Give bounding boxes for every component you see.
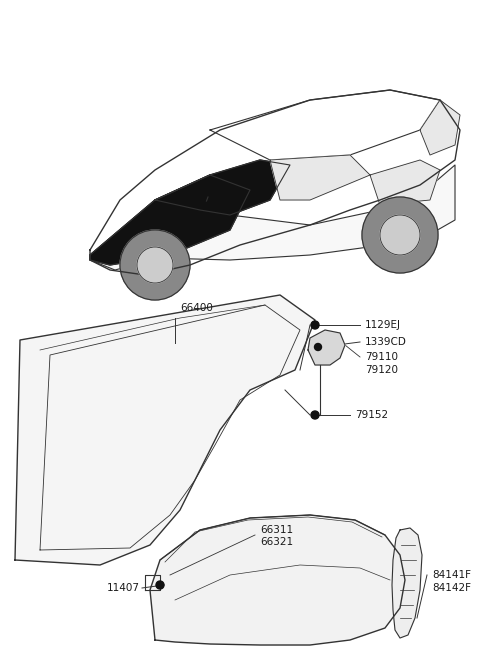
Polygon shape [90,175,250,265]
Circle shape [362,197,438,273]
Circle shape [311,321,319,329]
Circle shape [137,247,173,283]
Circle shape [311,411,319,419]
Text: 66311: 66311 [260,525,293,535]
Text: 84142F: 84142F [432,583,471,593]
Polygon shape [420,100,460,155]
Text: 66400: 66400 [180,303,213,313]
Circle shape [202,202,208,208]
Polygon shape [392,528,422,638]
Polygon shape [308,330,345,365]
Circle shape [380,215,420,255]
Polygon shape [150,515,405,645]
Text: 1339CD: 1339CD [365,337,407,347]
Text: 66321: 66321 [260,537,293,547]
Polygon shape [210,90,440,160]
Text: 79152: 79152 [355,410,388,420]
Polygon shape [90,165,455,270]
Text: 79110: 79110 [365,352,398,362]
Circle shape [120,230,190,300]
Text: 79120: 79120 [365,365,398,375]
Polygon shape [370,160,440,205]
Circle shape [156,581,164,589]
Circle shape [314,344,322,350]
Text: 84141F: 84141F [432,570,471,580]
Text: 1129EJ: 1129EJ [365,320,401,330]
Polygon shape [155,160,290,215]
Polygon shape [270,155,370,200]
Text: 11407: 11407 [107,583,140,593]
Polygon shape [15,295,315,565]
